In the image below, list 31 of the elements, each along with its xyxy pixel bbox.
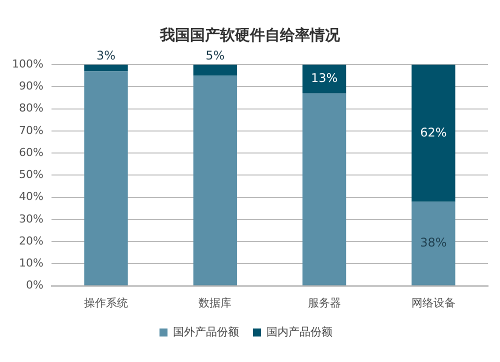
data-label: 62%	[420, 125, 447, 140]
legend-label: 国外产品份额	[173, 325, 239, 338]
chart-title: 我国国产软硬件自给率情况	[158, 26, 341, 46]
bar	[412, 64, 456, 202]
data-label: 38%	[420, 236, 447, 250]
y-tick-label: 70%	[18, 124, 44, 137]
bar	[84, 64, 128, 72]
bar	[193, 64, 237, 76]
y-tick-label: 40%	[18, 190, 44, 204]
legend-label: 国内产品份额	[266, 325, 332, 338]
bar	[302, 93, 346, 286]
data-label: 3%	[96, 48, 116, 63]
bar	[302, 64, 346, 94]
bar	[193, 76, 237, 286]
y-tick-label: 30%	[18, 212, 44, 226]
x-tick-label: 网络设备	[411, 296, 456, 310]
bar	[412, 202, 456, 286]
y-tick-label: 100%	[12, 57, 44, 70]
y-tick-label: 0%	[26, 278, 44, 292]
y-tick-label: 90%	[18, 80, 44, 93]
data-label: 13%	[310, 71, 338, 86]
y-tick-label: 80%	[18, 102, 44, 115]
y-tick-label: 20%	[18, 234, 44, 248]
y-tick-label: 10%	[18, 256, 44, 270]
bar	[84, 71, 128, 286]
data-label: 5%	[206, 48, 225, 63]
y-tick-label: 60%	[18, 146, 44, 159]
y-tick-label: 50%	[18, 168, 44, 182]
x-tick-label: 操作系统	[84, 296, 128, 310]
x-tick-label: 服务器	[308, 296, 341, 310]
x-tick-label: 数据库	[198, 296, 232, 310]
